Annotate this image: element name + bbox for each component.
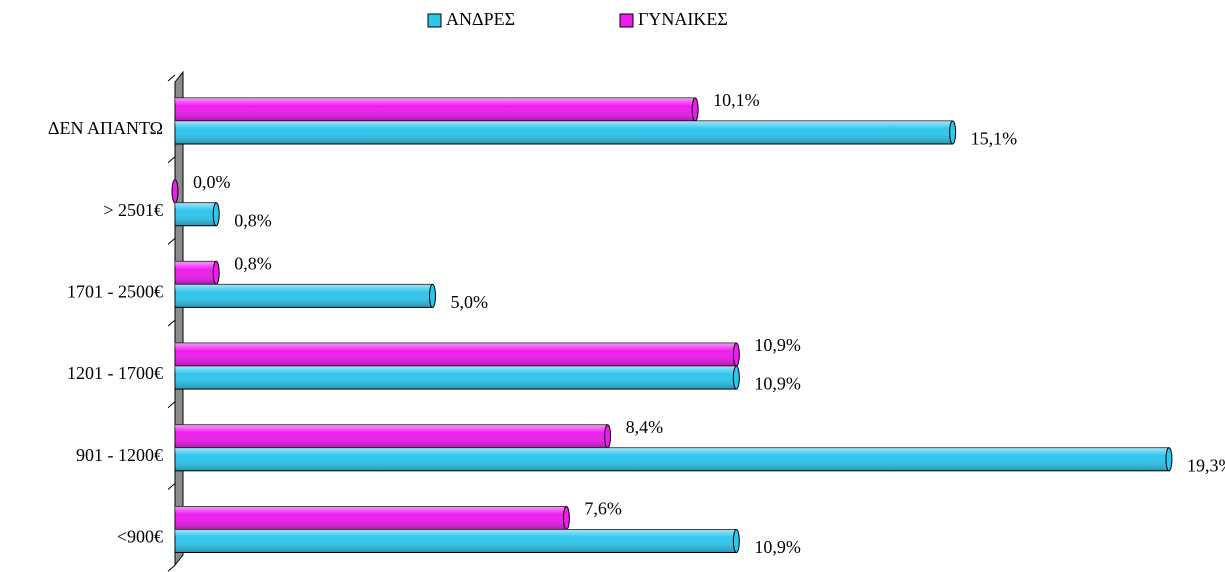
bar-shade bbox=[175, 261, 217, 285]
bar-shade bbox=[175, 506, 567, 530]
bar-cap bbox=[562, 506, 570, 530]
bar bbox=[174, 424, 612, 449]
bar bbox=[174, 365, 740, 390]
bar-shade bbox=[175, 343, 737, 367]
bar-cap bbox=[949, 120, 957, 145]
bar-shade bbox=[175, 98, 696, 121]
value-label: 0,8% bbox=[234, 254, 272, 274]
value-label: 10,9% bbox=[754, 537, 801, 557]
value-label: 10,9% bbox=[754, 374, 801, 394]
axis-tick bbox=[167, 483, 176, 490]
category-label: 1201 - 1700€ bbox=[67, 363, 163, 383]
bar-shade bbox=[175, 529, 737, 553]
bar bbox=[174, 342, 740, 367]
bar bbox=[174, 120, 957, 145]
bar-cap bbox=[212, 260, 220, 285]
bar bbox=[171, 179, 179, 204]
bar-shade bbox=[175, 121, 953, 144]
bar-cap bbox=[732, 529, 740, 553]
category-label: > 2501€ bbox=[103, 200, 163, 220]
category-label: ΔΕΝ ΑΠΑΝΤΩ bbox=[48, 118, 163, 138]
bar-cap bbox=[171, 179, 179, 204]
bar bbox=[174, 529, 740, 553]
category-label: 901 - 1200€ bbox=[76, 445, 163, 465]
axis-wall bbox=[174, 70, 184, 567]
value-label: 8,4% bbox=[626, 417, 664, 437]
axis-tick bbox=[167, 156, 176, 164]
bar-shade bbox=[175, 447, 1169, 471]
bar bbox=[174, 506, 570, 530]
axis-tick bbox=[167, 401, 176, 409]
legend-swatch bbox=[619, 13, 634, 28]
bar bbox=[174, 283, 436, 308]
legend-label: ΑΝΔΡΕΣ bbox=[446, 9, 515, 29]
bar-shade bbox=[175, 366, 737, 390]
value-label: 10,1% bbox=[713, 90, 760, 110]
bar bbox=[174, 97, 699, 122]
legend-swatch bbox=[427, 13, 442, 28]
bar bbox=[174, 202, 220, 227]
bar bbox=[174, 260, 220, 285]
axis-tick bbox=[167, 319, 176, 327]
value-label: 7,6% bbox=[584, 499, 622, 519]
bar-cap bbox=[212, 202, 220, 227]
axis-tick bbox=[167, 74, 176, 82]
value-label: 19,3% bbox=[1187, 455, 1225, 475]
value-label: 0,0% bbox=[193, 172, 231, 192]
bar-cap bbox=[1165, 447, 1173, 472]
value-label: 10,9% bbox=[754, 335, 801, 355]
bar-cap bbox=[691, 97, 699, 122]
axis-tick bbox=[167, 564, 176, 572]
value-label: 0,8% bbox=[234, 210, 272, 230]
bar-shade bbox=[175, 424, 608, 448]
value-label: 15,1% bbox=[971, 129, 1018, 149]
legend-label: ΓΥΝΑΙΚΕΣ bbox=[638, 9, 728, 29]
bar-cap bbox=[429, 283, 436, 308]
axis-tick bbox=[167, 238, 176, 245]
bar-cap bbox=[732, 365, 740, 390]
bar-shade bbox=[175, 202, 217, 226]
bar bbox=[174, 447, 1173, 472]
value-label: 5,0% bbox=[451, 292, 489, 312]
bar-cap bbox=[732, 342, 740, 367]
category-label: <900€ bbox=[117, 527, 163, 547]
bar-shade bbox=[175, 284, 433, 308]
bar-cap bbox=[604, 424, 612, 449]
category-label: 1701 - 2500€ bbox=[67, 282, 163, 302]
